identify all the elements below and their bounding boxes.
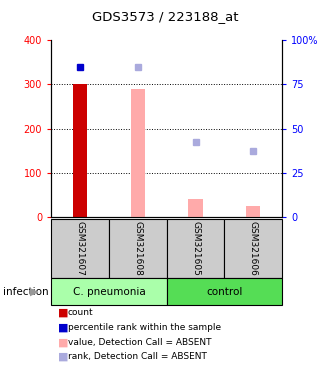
Bar [188,199,203,217]
Text: ■: ■ [58,352,68,362]
Bar [51,278,167,305]
Text: value, Detection Call = ABSENT: value, Detection Call = ABSENT [68,338,211,347]
Bar [109,219,167,278]
Text: rank, Detection Call = ABSENT: rank, Detection Call = ABSENT [68,352,207,361]
Bar [224,219,282,278]
Bar [51,219,109,278]
Text: GSM321606: GSM321606 [249,221,258,276]
Bar [73,84,87,217]
Text: ■: ■ [58,308,68,318]
Text: count: count [68,308,93,318]
Text: percentile rank within the sample: percentile rank within the sample [68,323,221,332]
Text: GSM321607: GSM321607 [76,221,84,276]
Text: ▶: ▶ [30,287,39,297]
Text: GSM321608: GSM321608 [133,221,142,276]
Bar [246,206,260,217]
Text: infection: infection [3,287,49,297]
Bar [167,219,224,278]
Text: GDS3573 / 223188_at: GDS3573 / 223188_at [92,10,238,23]
Bar [167,278,282,305]
Text: ■: ■ [58,337,68,347]
Text: GSM321605: GSM321605 [191,221,200,276]
Text: ■: ■ [58,323,68,333]
Text: C. pneumonia: C. pneumonia [73,287,145,297]
Text: control: control [206,287,243,297]
Bar [131,89,145,217]
